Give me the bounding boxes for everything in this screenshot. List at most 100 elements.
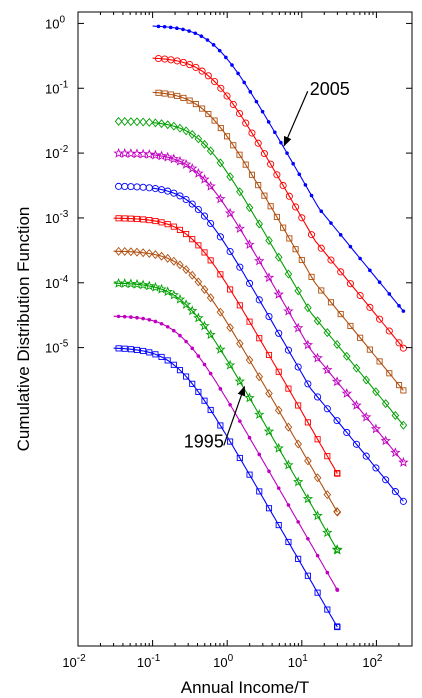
series-5-point-29 (343, 428, 351, 436)
series-10-point-11 (183, 373, 190, 380)
series-2-point-16 (255, 182, 262, 189)
series-1-point-12 (229, 100, 237, 108)
series-7-point-21 (265, 388, 273, 398)
series-7-point-6 (151, 250, 160, 260)
series-8-point-8 (162, 286, 173, 297)
series-4-point-12 (187, 162, 198, 173)
series-9-point-8 (165, 324, 170, 329)
series-1-point-32 (385, 327, 393, 335)
series-8-point-26 (312, 510, 323, 521)
series-2-point-33 (395, 382, 403, 389)
series-9-point-14 (202, 362, 207, 367)
series-9-point-3 (135, 315, 139, 320)
series-4-point-9 (168, 153, 180, 164)
series-3-point-27 (323, 328, 332, 338)
series-3-point-29 (342, 351, 351, 361)
series-9-point-10 (178, 333, 182, 338)
series-4-point-11 (180, 159, 192, 169)
y-tick-label-exp-5: -5 (59, 339, 68, 350)
series-0-point-22 (291, 161, 295, 166)
series-10-point-2 (127, 346, 134, 353)
series-4-point-16 (215, 193, 226, 204)
series-4-point-32 (370, 423, 382, 434)
series-1-point-30 (366, 303, 374, 311)
series-0-point-31 (368, 268, 372, 273)
series-0-point-33 (387, 292, 392, 296)
plot-frame (77, 11, 413, 647)
series-0-point-25 (309, 193, 314, 198)
series-3-point-16 (216, 158, 225, 168)
series-0-point-8 (205, 38, 210, 42)
series-9-point-17 (228, 402, 232, 407)
series-6-point-17 (227, 286, 234, 293)
series-5-point-15 (207, 219, 215, 228)
series-2-point-3 (174, 92, 181, 99)
series-10-point-5 (146, 349, 153, 356)
series-5-point-24 (294, 363, 302, 371)
series-7-point-24 (294, 439, 302, 449)
series-1-point-24 (307, 231, 316, 239)
series-9-point-27 (325, 570, 330, 575)
series-8-point-20 (254, 409, 265, 420)
annotations: 2005 1995 (184, 79, 350, 451)
series-10-point-20 (256, 488, 263, 495)
series-2-point-8 (205, 110, 212, 118)
series-2-point-24 (308, 273, 315, 280)
series-0-point-21 (285, 151, 289, 155)
series-7-line (113, 250, 338, 513)
series-3-point-2 (127, 117, 135, 127)
series-3-point-26 (313, 316, 322, 326)
series-4-point-14 (199, 173, 210, 184)
series-3-point-31 (362, 375, 371, 385)
series-5-point-12 (188, 200, 196, 208)
annotation-label-1: 1995 (184, 431, 224, 451)
annotation-label-0: 2005 (310, 79, 350, 99)
series-8-point-24 (293, 476, 304, 487)
series-7-point-9 (170, 256, 178, 266)
x-axis-ticks: 10-2 10-1 100 101 102 (62, 12, 400, 670)
series-10-point-13 (195, 388, 202, 395)
series-9-point-9 (172, 328, 176, 333)
series-7-point-26 (313, 473, 322, 483)
series-3-point-3 (133, 117, 141, 127)
series-9-point-11 (184, 339, 188, 344)
series-9-point-6 (153, 319, 158, 324)
series-8-point-29 (332, 544, 343, 555)
series-8-point-3 (131, 278, 143, 289)
series-3-point-0 (114, 116, 123, 126)
series-2-point-26 (327, 299, 335, 306)
series-7-point-27 (323, 490, 332, 500)
series-6-point-10 (176, 226, 184, 233)
series-2-point-23 (298, 256, 305, 264)
series-5-point-27 (323, 405, 331, 413)
series-6-point-16 (217, 271, 224, 278)
series-10-point-24 (295, 555, 302, 562)
series-5-point-32 (372, 464, 380, 472)
series-6-point-8 (164, 221, 171, 228)
series-10-point-22 (275, 522, 282, 529)
series-3-point-33 (381, 399, 390, 409)
series-10-point-16 (217, 422, 224, 429)
series-6-point-23 (285, 385, 292, 392)
series-10-point-18 (236, 454, 243, 462)
series-8-point-21 (263, 425, 275, 436)
series-3-point-13 (194, 134, 203, 144)
series-9-point-7 (159, 321, 164, 326)
series-7-point-25 (304, 456, 312, 466)
series-5-point-8 (164, 187, 172, 195)
series-1-point-29 (356, 291, 364, 300)
series-10-point-0 (115, 345, 122, 352)
series-6-point-5 (146, 217, 153, 224)
series-10-point-21 (265, 505, 273, 512)
series-10-point-29 (334, 624, 341, 631)
series-9-point-0 (116, 314, 121, 319)
series-0-point-1 (162, 24, 167, 29)
series-7-point-0 (114, 246, 123, 256)
series-3-point-9 (170, 121, 178, 131)
series-0-point-0 (156, 24, 161, 29)
series-0-point-23 (297, 172, 302, 177)
series-1-point-34 (399, 344, 407, 352)
series-1-point-20 (279, 181, 287, 190)
series-7-point-4 (139, 248, 147, 258)
series-0-point-6 (193, 31, 198, 36)
